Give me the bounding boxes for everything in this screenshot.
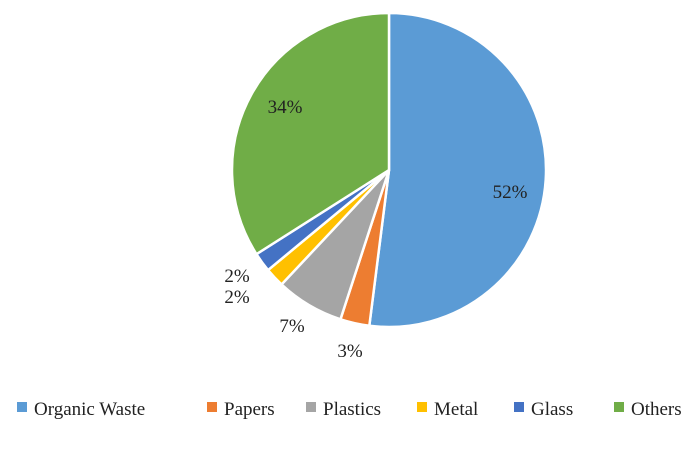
legend-label-glass: Glass [531, 399, 573, 420]
data-label-glass: 2% [224, 266, 250, 287]
data-label-organic-waste: 52% [493, 182, 528, 203]
data-label-papers: 3% [337, 341, 363, 362]
legend-marker-glass [514, 402, 524, 412]
legend-marker-metal [417, 402, 427, 412]
legend-label-plastics: Plastics [323, 399, 381, 420]
data-label-plastics: 7% [279, 316, 305, 337]
legend-marker-papers [207, 402, 217, 412]
pie-labels: 52% 3% 7% 2%2% 34% [224, 97, 527, 362]
pie-slice-others [230, 11, 391, 256]
legend-marker-organic-waste [17, 402, 27, 412]
data-label-metal: 2% [224, 287, 250, 308]
legend-marker-others [614, 402, 624, 412]
legend-label-others: Others [631, 399, 682, 420]
legend-label-papers: Papers [224, 399, 275, 420]
pie-slice-organic-waste [367, 11, 548, 329]
pie-slices [230, 11, 548, 329]
chart-legend: Organic Waste Papers Plastics Metal Glass Oth… [17, 399, 682, 420]
legend-label-organic-waste: Organic Waste [34, 399, 145, 420]
data-label-others: 34% [268, 97, 303, 118]
legend-marker-plastics [306, 402, 316, 412]
legend-label-metal: Metal [434, 399, 478, 420]
